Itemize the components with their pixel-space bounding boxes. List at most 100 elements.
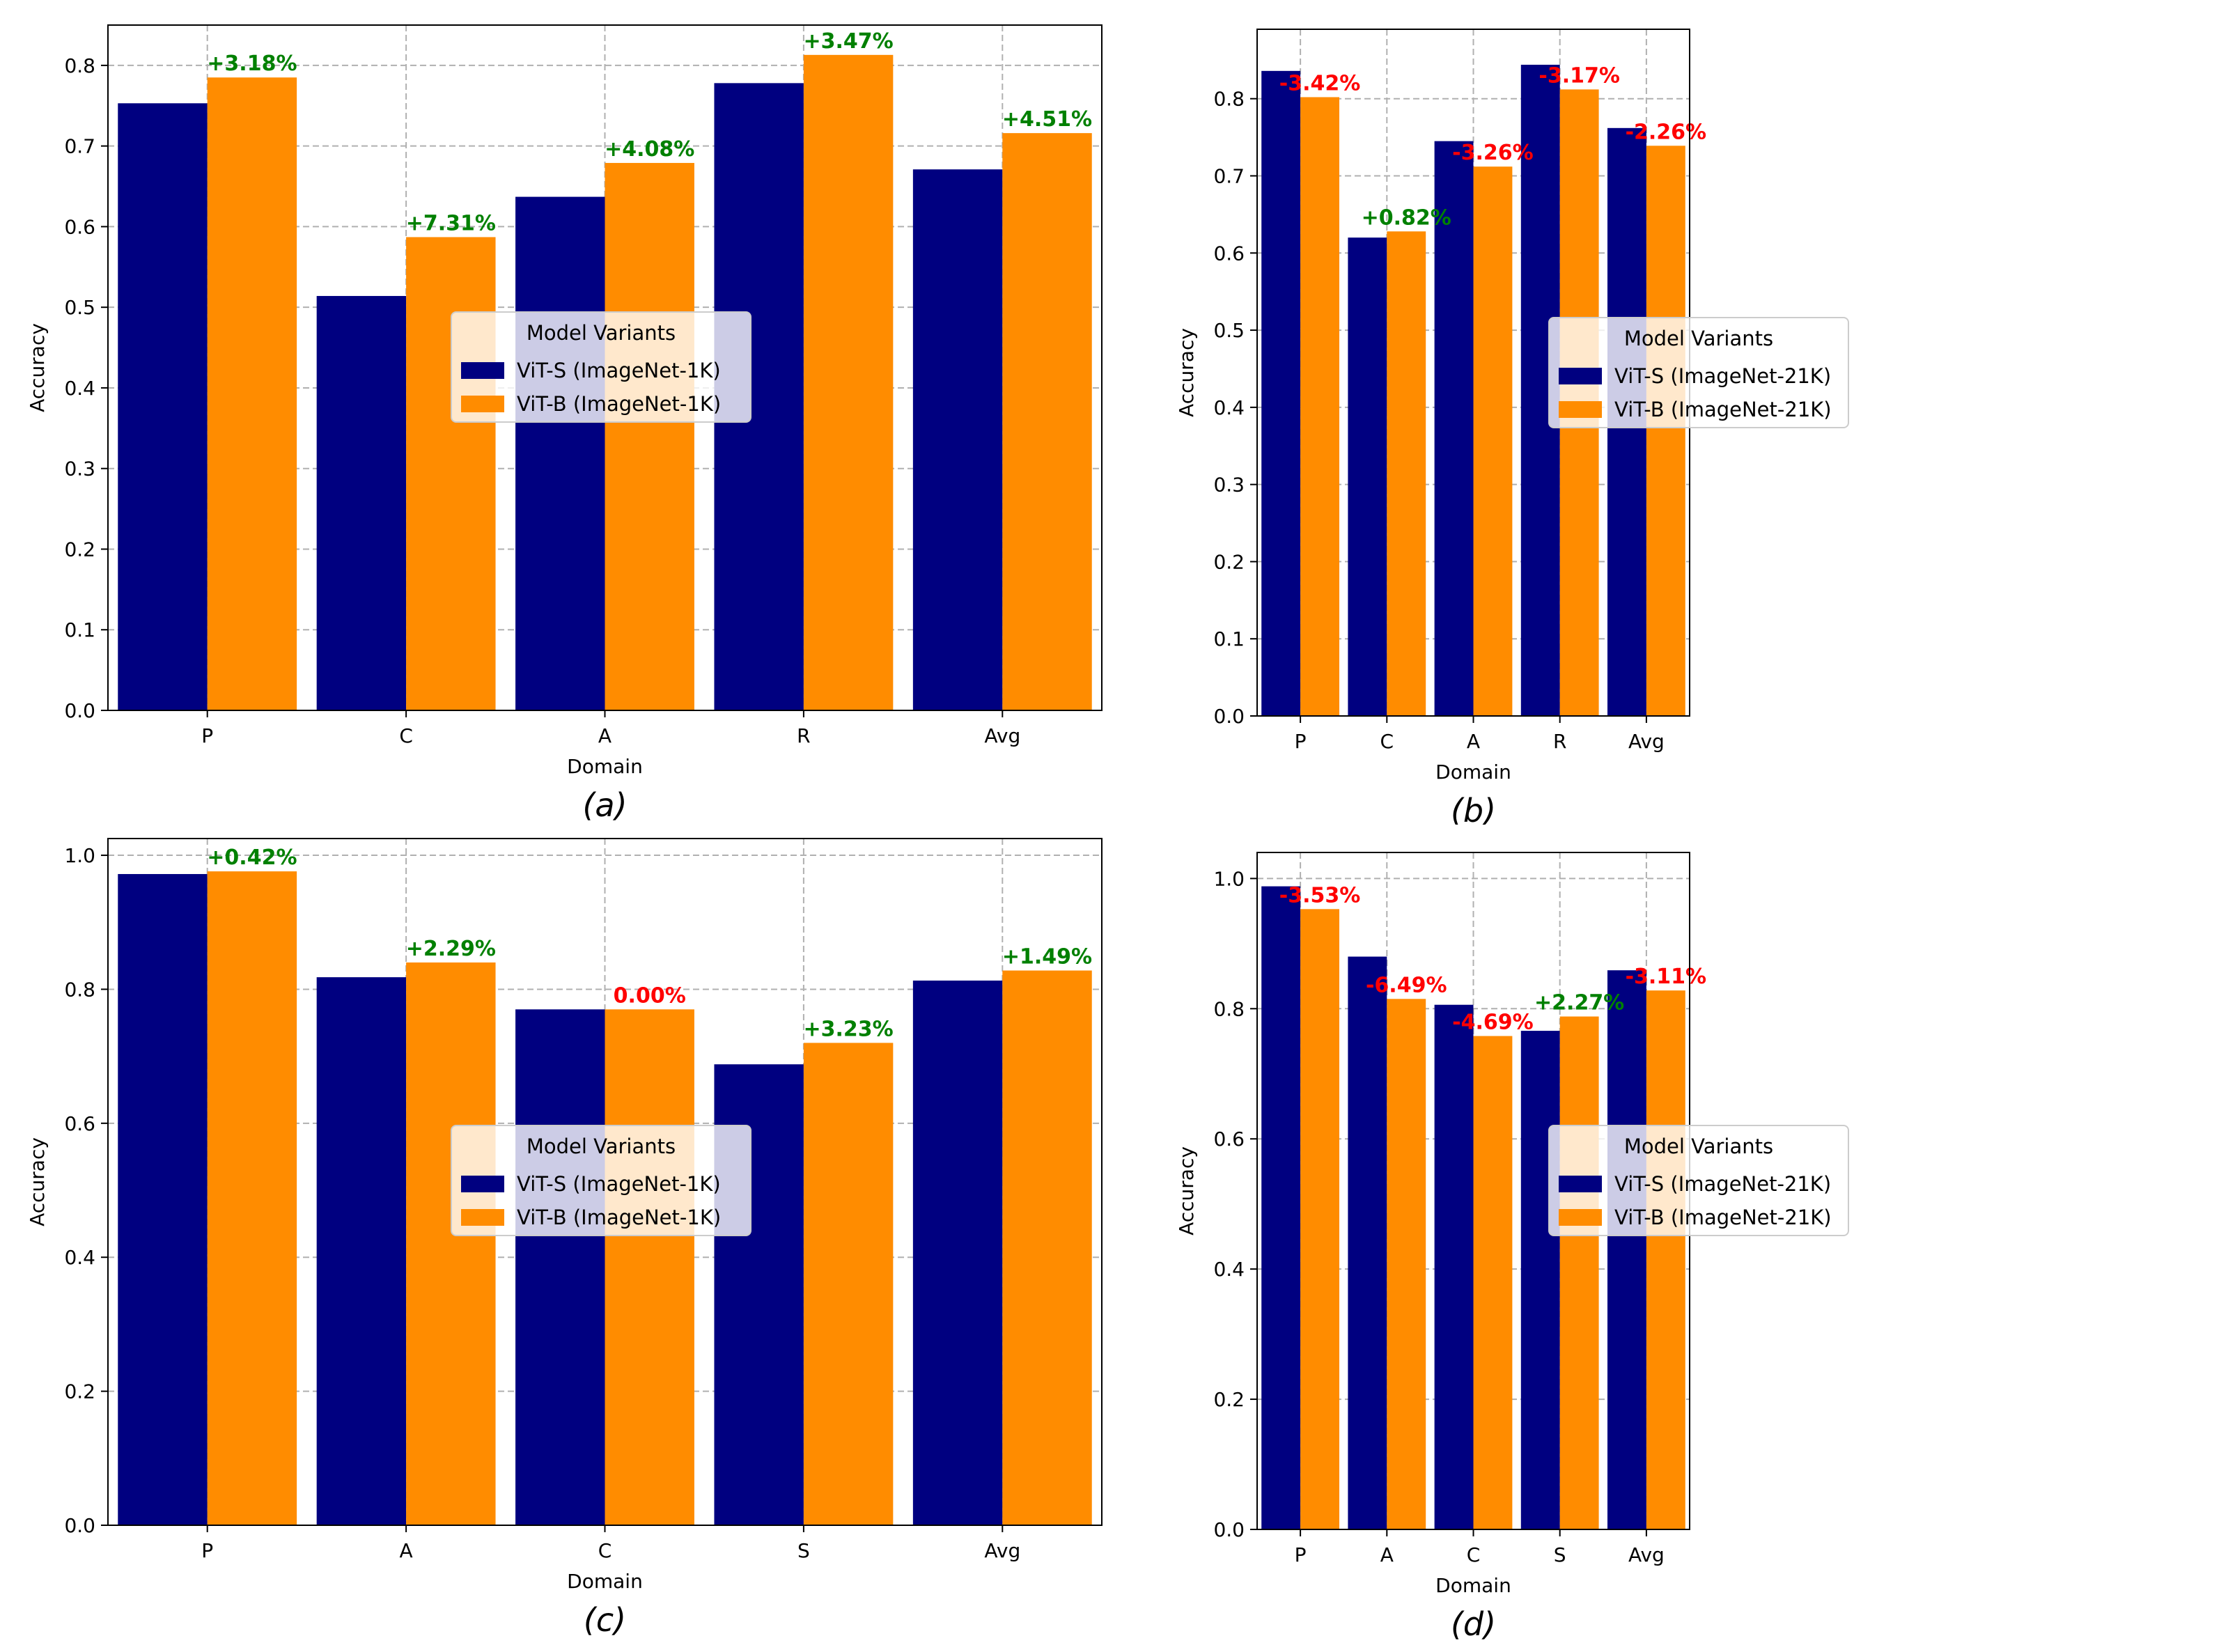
chart-panel-d: -3.53% -6.49% -4.69% +2.27% -3.11% 0.0 0.2 0.4 0…	[1114, 825, 2228, 1649]
y-tick-label: 0.6	[1213, 242, 1245, 265]
bar-vit-b-avg	[1646, 990, 1685, 1529]
change-label: -3.42%	[1279, 71, 1361, 95]
x-tick-label: C	[1467, 1543, 1481, 1566]
legend-swatch	[1559, 1176, 1602, 1192]
bar-vit-s-p	[118, 873, 208, 1525]
legend: Model Variants ViT-S (ImageNet-1K) ViT-B (…	[451, 311, 751, 423]
bar-vit-b-c	[605, 1009, 694, 1525]
bar-vit-s-a	[316, 977, 407, 1525]
y-tick-label: 0.0	[1213, 705, 1245, 728]
chart-svg-d: -3.53% -6.49%-4.69%+2.27%-3.11% 0.0 0.2 0.4 0…	[1175, 852, 1849, 1643]
y-tick-label: 0.4	[64, 377, 95, 400]
y-tick-label: 1.0	[1213, 867, 1245, 890]
bar-vit-b-a	[605, 162, 694, 710]
change-label: -2.26%	[1626, 120, 1707, 144]
y-tick-label: 0.6	[64, 215, 95, 238]
bar-vit-b-a	[406, 962, 496, 1525]
legend-swatch	[1559, 1209, 1602, 1226]
y-tick-label: 0.4	[1213, 1258, 1245, 1281]
bar-vit-b-a	[1473, 166, 1513, 716]
y-tick-label: 0.2	[1213, 1388, 1245, 1411]
bar-vit-s-c	[1434, 1004, 1474, 1529]
change-label: -6.49%	[1366, 973, 1447, 997]
x-axis-label: Domain	[1435, 1574, 1511, 1597]
legend: Model Variants ViT-S (ImageNet-1K) ViT-B (…	[451, 1125, 751, 1236]
bar-vit-s-c	[316, 295, 407, 710]
chart-svg-c: +0.42% +2.29% 0.00% +3.23% +1.49% 0.0 0.2 0.4 0.…	[26, 838, 1103, 1639]
y-tick-label: 0.7	[1213, 164, 1245, 187]
y-axis-label: Accuracy	[1175, 328, 1198, 417]
y-axis-label: Accuracy	[1175, 1146, 1198, 1236]
legend-label: ViT-S (ImageNet-21K)	[1614, 1172, 1831, 1196]
legend-title: Model Variants	[527, 321, 676, 345]
legend-box	[1548, 317, 1849, 428]
x-tick-label: P	[1295, 730, 1307, 753]
y-tick-label: 0.6	[1213, 1128, 1245, 1151]
change-label: +0.82%	[1362, 205, 1451, 230]
bar-vit-s-avg	[912, 169, 1003, 711]
x-tick-label: S	[797, 1539, 810, 1562]
y-tick-label: 0.8	[64, 978, 95, 1001]
change-label: +7.31%	[406, 211, 496, 235]
legend-box	[451, 1125, 751, 1236]
bar-vit-s-avg	[1607, 970, 1646, 1529]
y-tick-label: 0.0	[64, 1514, 95, 1537]
x-tick-label: Avg	[1628, 1543, 1665, 1566]
x-tick-label: Avg	[984, 1539, 1020, 1562]
bar-vit-b-s	[803, 1043, 894, 1525]
bar-vit-s-a	[515, 196, 605, 710]
chart-panel-b: -3.42% +0.82% -3.26% -3.17% -2.26% 0.0 0.1 0.2 0…	[1114, 0, 2228, 829]
y-tick-label: 0.0	[64, 699, 95, 722]
x-tick-label: R	[1553, 730, 1566, 753]
legend-swatch	[1559, 401, 1602, 418]
legend-box	[451, 311, 751, 423]
y-tick-label: 0.0	[1213, 1518, 1245, 1541]
legend-label: ViT-S (ImageNet-1K)	[517, 359, 721, 382]
change-label: +2.29%	[406, 937, 496, 961]
y-axis-label: Accuracy	[26, 323, 49, 412]
change-label: +3.18%	[207, 52, 297, 76]
change-label: +3.47%	[804, 29, 894, 54]
change-label: -3.11%	[1626, 965, 1707, 989]
legend: Model Variants ViT-S (ImageNet-21K) ViT-B …	[1548, 317, 1849, 428]
x-axis-label: Domain	[1435, 761, 1511, 784]
x-tick-label: A	[1380, 1543, 1394, 1566]
y-tick-label: 1.0	[64, 844, 95, 867]
legend-title: Model Variants	[1624, 327, 1773, 350]
bar-vit-b-p	[207, 871, 297, 1525]
change-label: -3.26%	[1452, 141, 1534, 165]
y-tick-label: 0.6	[64, 1112, 95, 1135]
y-tick-label: 0.1	[64, 618, 95, 641]
legend-swatch	[461, 1209, 504, 1226]
bar-vit-b-p	[1300, 909, 1339, 1529]
legend-label: ViT-S (ImageNet-1K)	[517, 1172, 721, 1196]
bars	[1261, 886, 1685, 1529]
chart-svg-b: -3.42% +0.82% -3.26% -3.17% -2.26% 0.0 0.1 0.2 0…	[1175, 29, 1849, 829]
panel-caption: (d)	[1451, 1605, 1496, 1643]
y-tick-label: 0.2	[64, 1380, 95, 1403]
change-label: +4.51%	[1002, 107, 1092, 132]
y-tick-label: 0.2	[1213, 550, 1245, 573]
bar-vit-s-avg	[912, 980, 1003, 1525]
y-tick-label: 0.8	[1213, 88, 1245, 111]
legend: Model Variants ViT-S (ImageNet-21K) ViT-B …	[1548, 1125, 1849, 1236]
x-tick-label: Avg	[1628, 730, 1665, 753]
x-tick-label: P	[201, 724, 213, 747]
x-tick-label: C	[598, 1539, 612, 1562]
change-label: 0.00%	[614, 983, 686, 1008]
bars	[118, 871, 1092, 1525]
legend-label: ViT-S (ImageNet-21K)	[1614, 364, 1831, 388]
legend-swatch	[461, 396, 504, 412]
panel-caption: (a)	[582, 786, 627, 824]
bar-vit-b-s	[1559, 1016, 1599, 1529]
bar-vit-s-s	[1520, 1031, 1560, 1529]
change-label: -3.17%	[1538, 63, 1620, 88]
y-tick-label: 0.1	[1213, 628, 1245, 650]
legend-label: ViT-B (ImageNet-21K)	[1614, 398, 1832, 421]
bar-vit-s-a	[1348, 956, 1387, 1529]
y-tick-label: 0.3	[64, 458, 95, 481]
x-axis-label: Domain	[567, 755, 643, 778]
change-label: +3.23%	[804, 1017, 894, 1041]
legend-label: ViT-B (ImageNet-1K)	[517, 392, 721, 416]
